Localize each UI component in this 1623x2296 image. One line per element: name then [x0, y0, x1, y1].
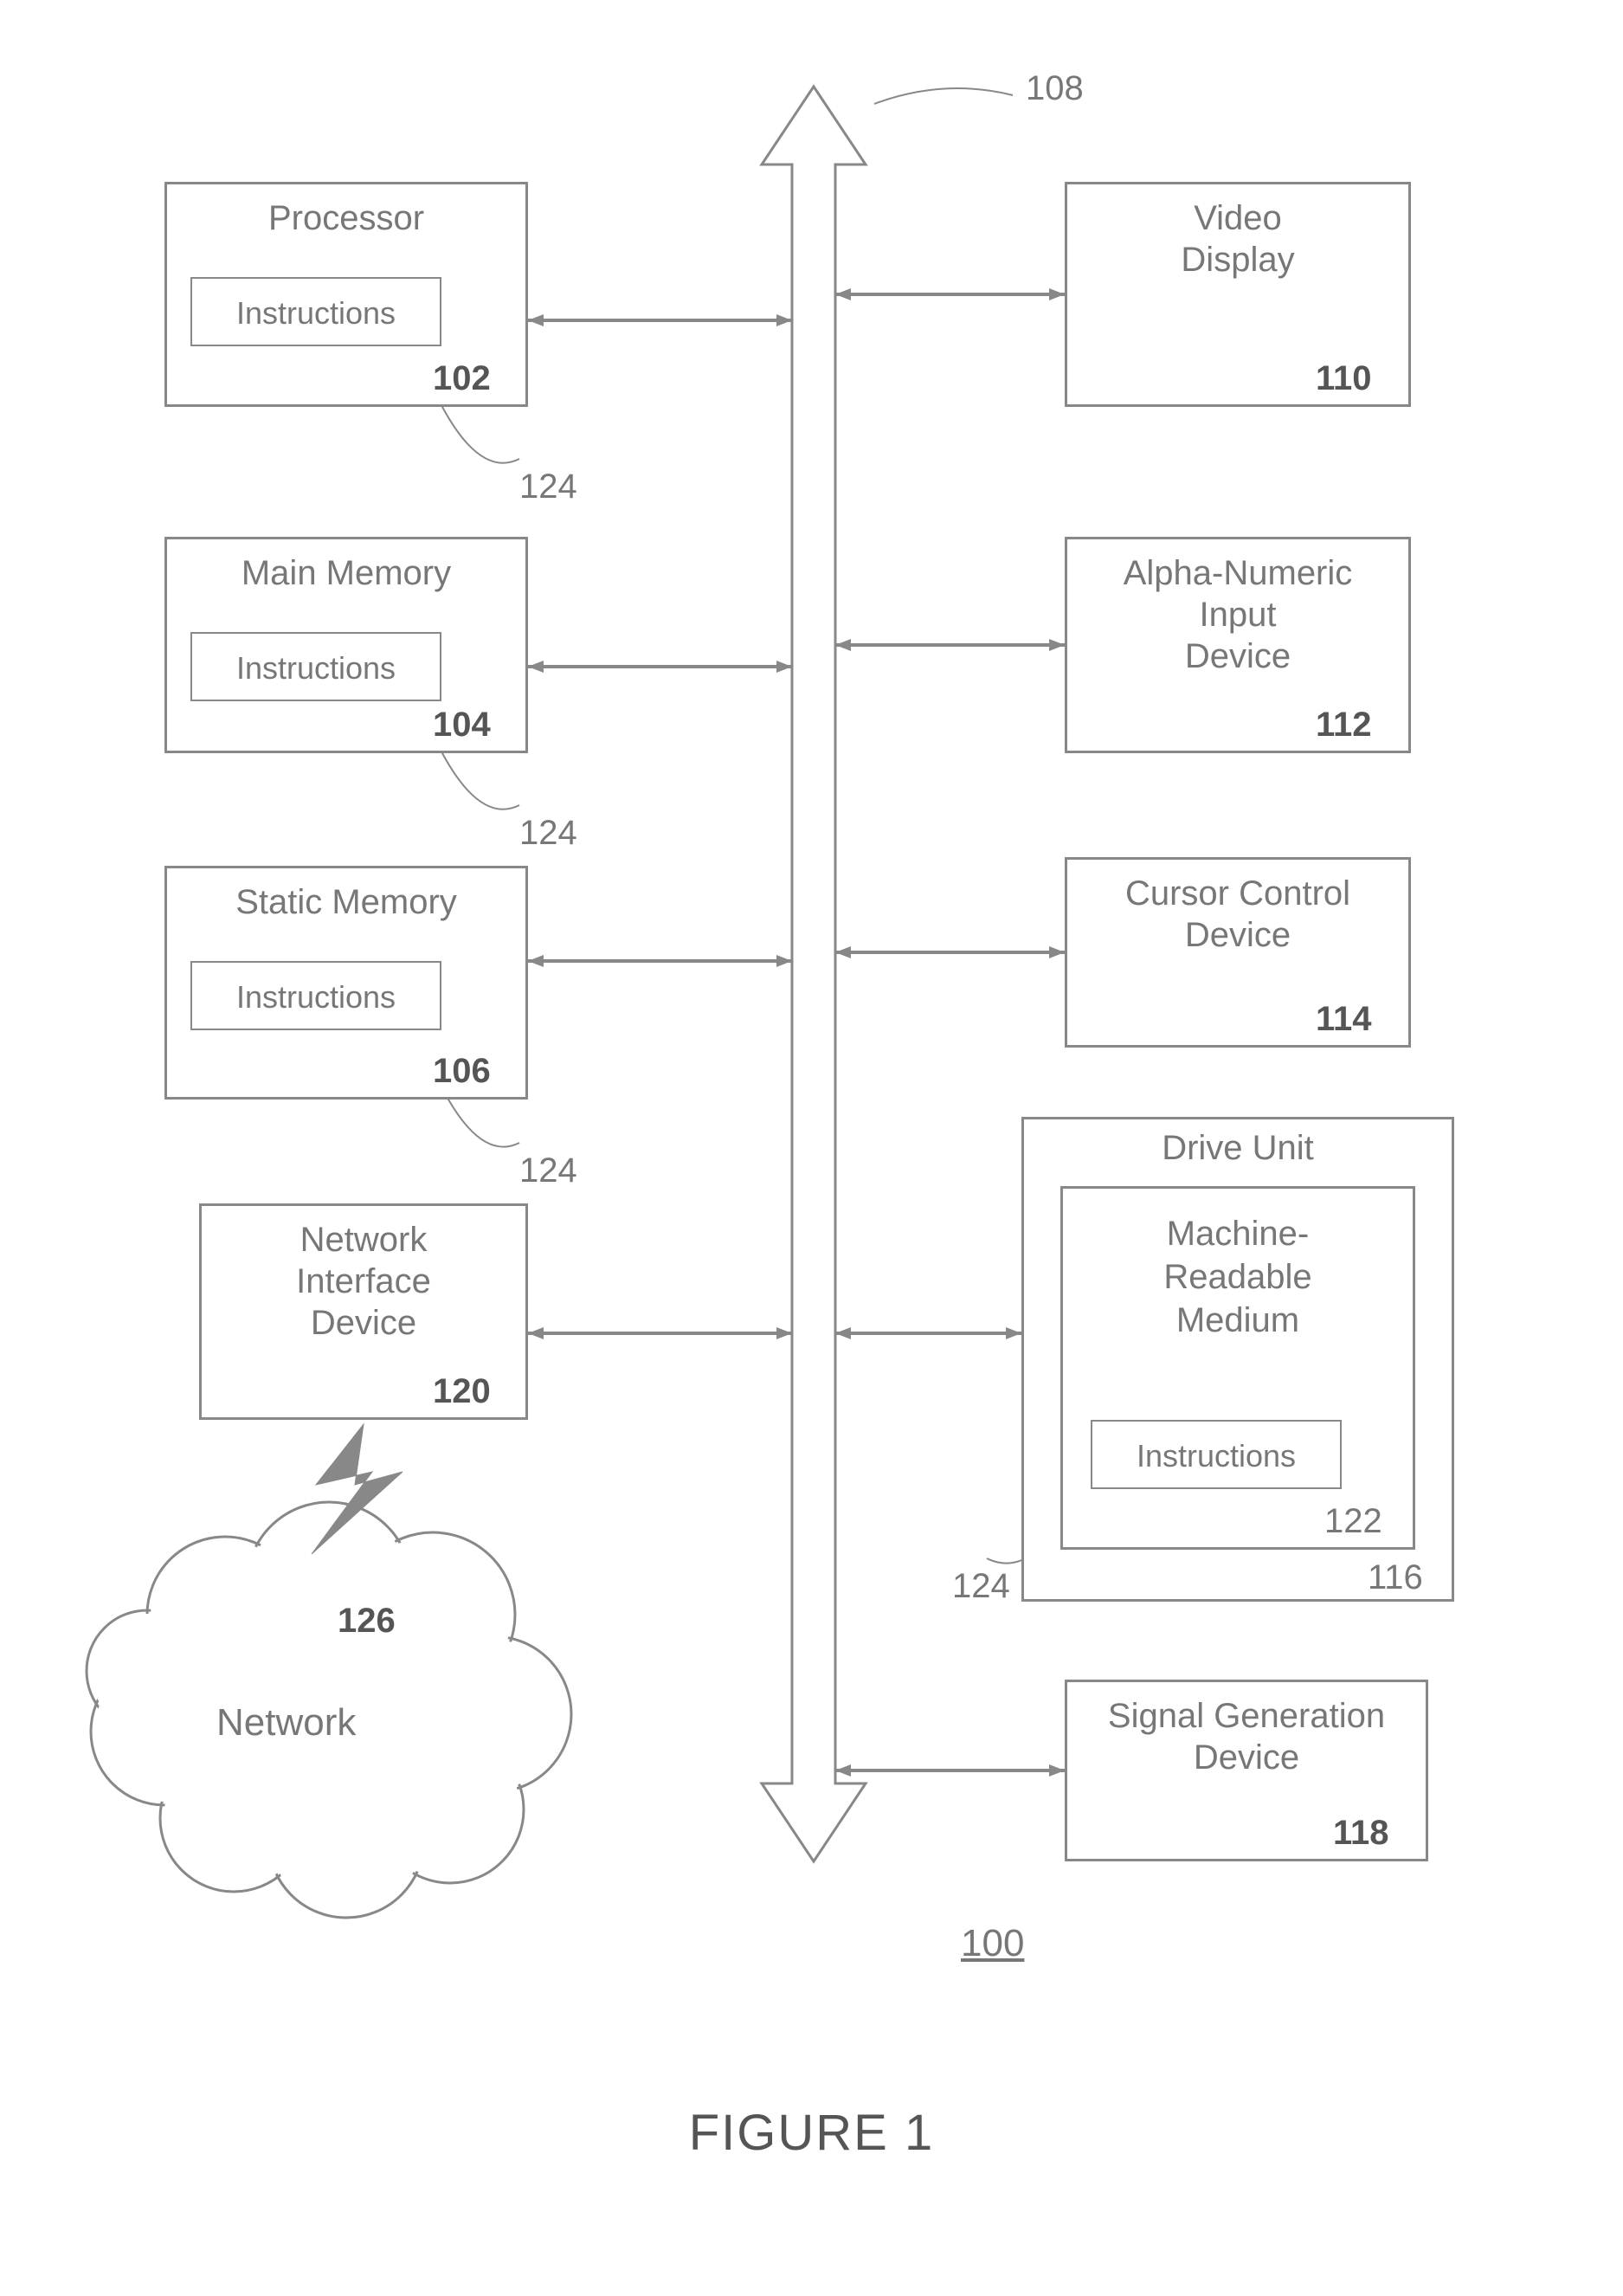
drive-unit-ref: 116: [1368, 1558, 1423, 1597]
network-ref: 126: [338, 1602, 396, 1641]
static_memory-title: Static Memory: [164, 881, 528, 923]
medium-title: Machine- Readable Medium: [1060, 1212, 1415, 1342]
drive-instructions: Instructions: [1091, 1420, 1342, 1489]
alpha_numeric-title: Alpha-Numeric Input Device: [1065, 552, 1411, 677]
network_interface-ref: 120: [433, 1372, 491, 1411]
medium-ref: 122: [1324, 1502, 1382, 1541]
signal_gen-title: Signal Generation Device: [1065, 1695, 1428, 1778]
video_display-ref: 110: [1316, 359, 1372, 398]
video_display-title: Video Display: [1065, 197, 1411, 281]
alpha_numeric-ref: 112: [1316, 706, 1372, 745]
static_memory-instructions: Instructions: [190, 961, 441, 1030]
instruction-ref-3: 124: [952, 1567, 1010, 1606]
bus-ref: 108: [1026, 69, 1084, 108]
processor-instructions: Instructions: [190, 277, 441, 346]
instruction-ref-0: 124: [519, 468, 577, 506]
static_memory-ref: 106: [433, 1052, 491, 1091]
system-ref: 100: [961, 1922, 1024, 1965]
cursor_control-ref: 114: [1316, 1000, 1372, 1039]
main_memory-title: Main Memory: [164, 552, 528, 594]
cursor_control-title: Cursor Control Device: [1065, 873, 1411, 956]
instruction-ref-2: 124: [519, 1151, 577, 1190]
processor-ref: 102: [433, 359, 491, 398]
signal_gen-ref: 118: [1333, 1814, 1389, 1853]
network-label: Network: [216, 1701, 356, 1745]
processor-title: Processor: [164, 197, 528, 239]
figure-caption: FIGURE 1: [0, 2104, 1623, 2162]
instruction-ref-1: 124: [519, 814, 577, 853]
network_interface-title: Network Interface Device: [199, 1219, 528, 1344]
bus-arrow: [762, 87, 866, 1861]
main_memory-ref: 104: [433, 706, 491, 745]
drive-unit-title: Drive Unit: [1021, 1129, 1454, 1168]
main_memory-instructions: Instructions: [190, 632, 441, 701]
diagram-stage: 108 Processor 102 Instructions Main Memory 10…: [0, 0, 1623, 2296]
